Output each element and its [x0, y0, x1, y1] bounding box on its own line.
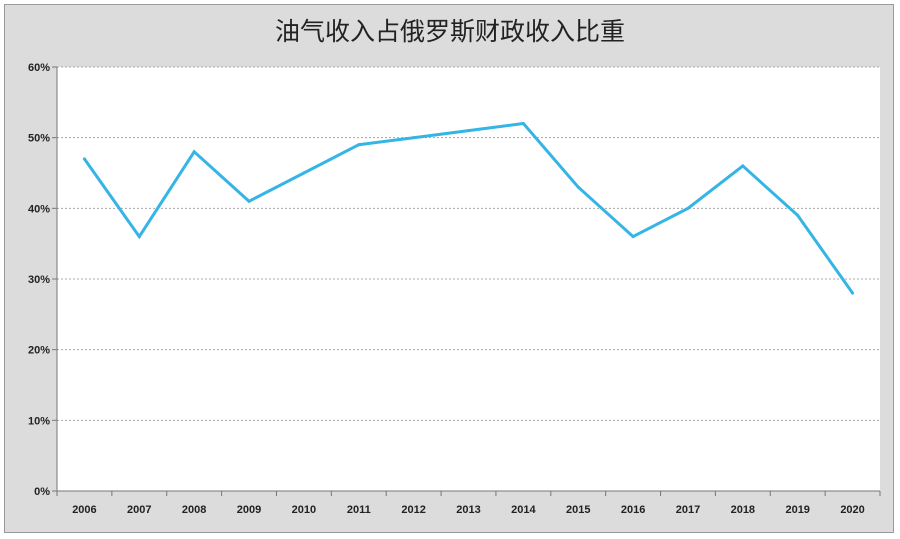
x-tick-label: 2015: [566, 504, 590, 516]
y-tick-label: 50%: [28, 133, 50, 145]
series-group: [82, 121, 855, 295]
x-tick-label: 2007: [127, 504, 151, 516]
data-point: [796, 213, 800, 217]
data-point: [357, 143, 361, 147]
y-tick-label: 40%: [28, 203, 50, 215]
x-tick-label: 2012: [401, 504, 425, 516]
gridlines: [52, 66, 880, 492]
data-point: [631, 235, 635, 239]
y-tick-labels: 0% 10% 20% 30% 40% 50% 60%: [28, 62, 50, 498]
x-tick-label: 2010: [292, 504, 316, 516]
y-tick-label: 10%: [28, 415, 50, 427]
y-tick-label: 20%: [28, 345, 50, 357]
x-tick-label: 2016: [621, 504, 645, 516]
data-point: [521, 122, 525, 126]
data-point: [137, 235, 141, 239]
x-tick-label: 2009: [237, 504, 261, 516]
data-point: [467, 129, 470, 133]
x-tick-label: 2019: [785, 504, 809, 516]
data-point: [741, 164, 745, 168]
x-tick-label: 2011: [347, 504, 371, 516]
x-tick-label: 2017: [676, 504, 700, 516]
x-tick-label: 2006: [72, 504, 96, 516]
data-point: [247, 199, 251, 203]
y-tick-label: 60%: [28, 62, 50, 74]
x-tick-label: 2020: [840, 504, 864, 516]
data-point: [192, 150, 196, 154]
data-point: [412, 136, 416, 140]
x-tick-label: 2014: [511, 504, 536, 516]
chart-title: 油气收入占俄罗斯财政收入比重: [274, 17, 625, 46]
x-tick-labels: 2006 2007 2008 2009 2010 2011 2012 2013 2014 2015…: [72, 504, 865, 516]
data-point: [851, 291, 855, 295]
data-point: [686, 206, 690, 210]
data-point: [82, 157, 86, 161]
data-point: [576, 185, 580, 189]
axes: [56, 67, 881, 496]
x-tick-label: 2013: [456, 504, 480, 516]
x-tick-label: 2008: [182, 504, 206, 516]
y-tick-label: 0%: [34, 486, 50, 498]
y-tick-label: 30%: [28, 274, 50, 286]
x-tick-label: 2018: [731, 504, 755, 516]
data-point: [302, 171, 306, 175]
